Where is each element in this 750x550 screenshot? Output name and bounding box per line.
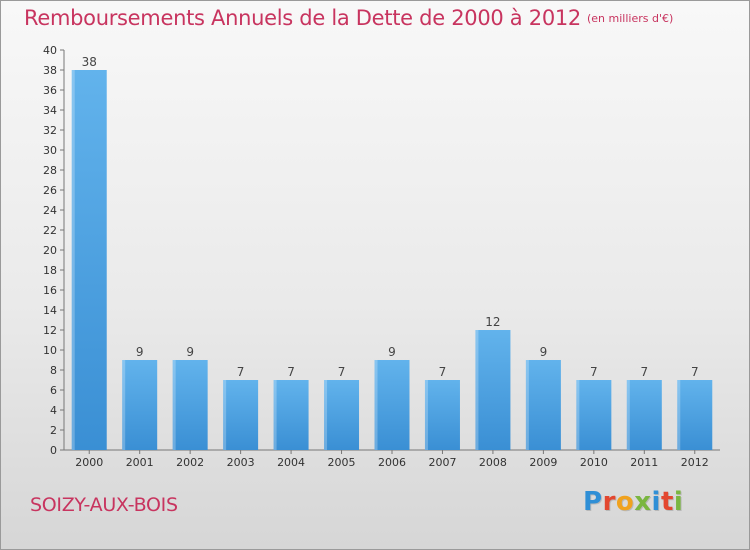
logo-letter: o <box>615 487 635 517</box>
y-tick-label: 40 <box>43 44 57 57</box>
x-tick-label: 2009 <box>529 456 557 469</box>
y-tick-label: 26 <box>43 184 57 197</box>
y-tick-label: 0 <box>50 444 57 457</box>
y-tick-label: 12 <box>43 324 57 337</box>
x-tick-label: 2006 <box>378 456 406 469</box>
chart-title: Remboursements Annuels de la Dette de 20… <box>24 6 673 30</box>
y-tick-label: 16 <box>43 284 57 297</box>
bar-highlight <box>122 360 126 450</box>
y-tick-label: 34 <box>43 104 57 117</box>
proxiti-logo: Proxiti <box>583 487 683 517</box>
chart-title-text: Remboursements Annuels de la Dette de 20… <box>24 6 581 30</box>
y-tick-label: 36 <box>43 84 57 97</box>
bar-2011 <box>626 380 662 450</box>
bar-2005 <box>324 380 360 450</box>
y-tick-label: 18 <box>43 264 57 277</box>
bar-highlight <box>374 360 378 450</box>
value-label: 7 <box>590 365 598 379</box>
logo-letter: t <box>660 487 674 517</box>
x-tick-label: 2003 <box>227 456 255 469</box>
bar-2006 <box>374 360 410 450</box>
logo-letter: x <box>634 487 652 517</box>
y-tick-label: 6 <box>50 384 57 397</box>
x-tick-label: 2004 <box>277 456 305 469</box>
x-tick-label: 2012 <box>681 456 709 469</box>
x-tick-label: 2001 <box>126 456 154 469</box>
chart-labels: 38 2000 9 2001 9 2002 7 2003 7 2004 7 2005 9 2006 7 200… <box>75 55 709 469</box>
bar-2002 <box>172 360 208 450</box>
y-tick-label: 38 <box>43 64 57 77</box>
bar-highlight <box>475 330 479 450</box>
bar-2003 <box>223 380 259 450</box>
y-tick-label: 2 <box>50 424 57 437</box>
y-tick-label: 30 <box>43 144 57 157</box>
bar-2009 <box>525 360 561 450</box>
x-tick-label: 2000 <box>75 456 103 469</box>
bar-highlight <box>71 70 75 450</box>
y-tick-label: 32 <box>43 124 57 137</box>
x-tick-label: 2005 <box>328 456 356 469</box>
value-label: 9 <box>540 345 548 359</box>
x-tick-label: 2008 <box>479 456 507 469</box>
x-tick-label: 2010 <box>580 456 608 469</box>
value-label: 7 <box>237 365 245 379</box>
logo-letter: P <box>583 487 603 517</box>
y-tick-label: 24 <box>43 204 57 217</box>
bar-highlight <box>424 380 428 450</box>
x-tick-label: 2007 <box>428 456 456 469</box>
commune-name: SOIZY-AUX-BOIS <box>30 494 178 516</box>
value-label: 7 <box>691 365 699 379</box>
value-label: 9 <box>388 345 396 359</box>
bar-2010 <box>576 380 612 450</box>
y-tick-label: 10 <box>43 344 57 357</box>
value-label: 7 <box>338 365 346 379</box>
y-tick-label: 28 <box>43 164 57 177</box>
value-label: 7 <box>439 365 447 379</box>
value-label: 7 <box>287 365 295 379</box>
y-tick-label: 8 <box>50 364 57 377</box>
bar-2000 <box>71 70 107 450</box>
value-label: 9 <box>186 345 194 359</box>
bar-highlight <box>576 380 580 450</box>
y-tick-label: 22 <box>43 224 57 237</box>
y-tick-label: 14 <box>43 304 57 317</box>
bar-2007 <box>424 380 460 450</box>
value-label: 9 <box>136 345 144 359</box>
bar-highlight <box>273 380 277 450</box>
y-tick-label: 20 <box>43 244 57 257</box>
y-tick-label: 4 <box>50 404 57 417</box>
x-tick-label: 2011 <box>630 456 658 469</box>
bar-highlight <box>677 380 681 450</box>
bar-2008 <box>475 330 511 450</box>
bar-highlight <box>324 380 328 450</box>
value-label: 38 <box>82 55 97 69</box>
logo-letter: i <box>673 487 684 517</box>
value-label: 12 <box>485 315 500 329</box>
value-label: 7 <box>640 365 648 379</box>
bar-2004 <box>273 380 309 450</box>
chart-bars <box>71 70 713 450</box>
bar-highlight <box>223 380 227 450</box>
logo-letter: i <box>651 487 661 517</box>
bar-highlight <box>525 360 529 450</box>
bar-highlight <box>172 360 176 450</box>
bar-2012 <box>677 380 713 450</box>
bar-highlight <box>626 380 630 450</box>
logo-letter: r <box>602 487 616 517</box>
x-tick-label: 2002 <box>176 456 204 469</box>
chart-unit-note: (en milliers d'€) <box>587 12 674 25</box>
bar-2001 <box>122 360 158 450</box>
